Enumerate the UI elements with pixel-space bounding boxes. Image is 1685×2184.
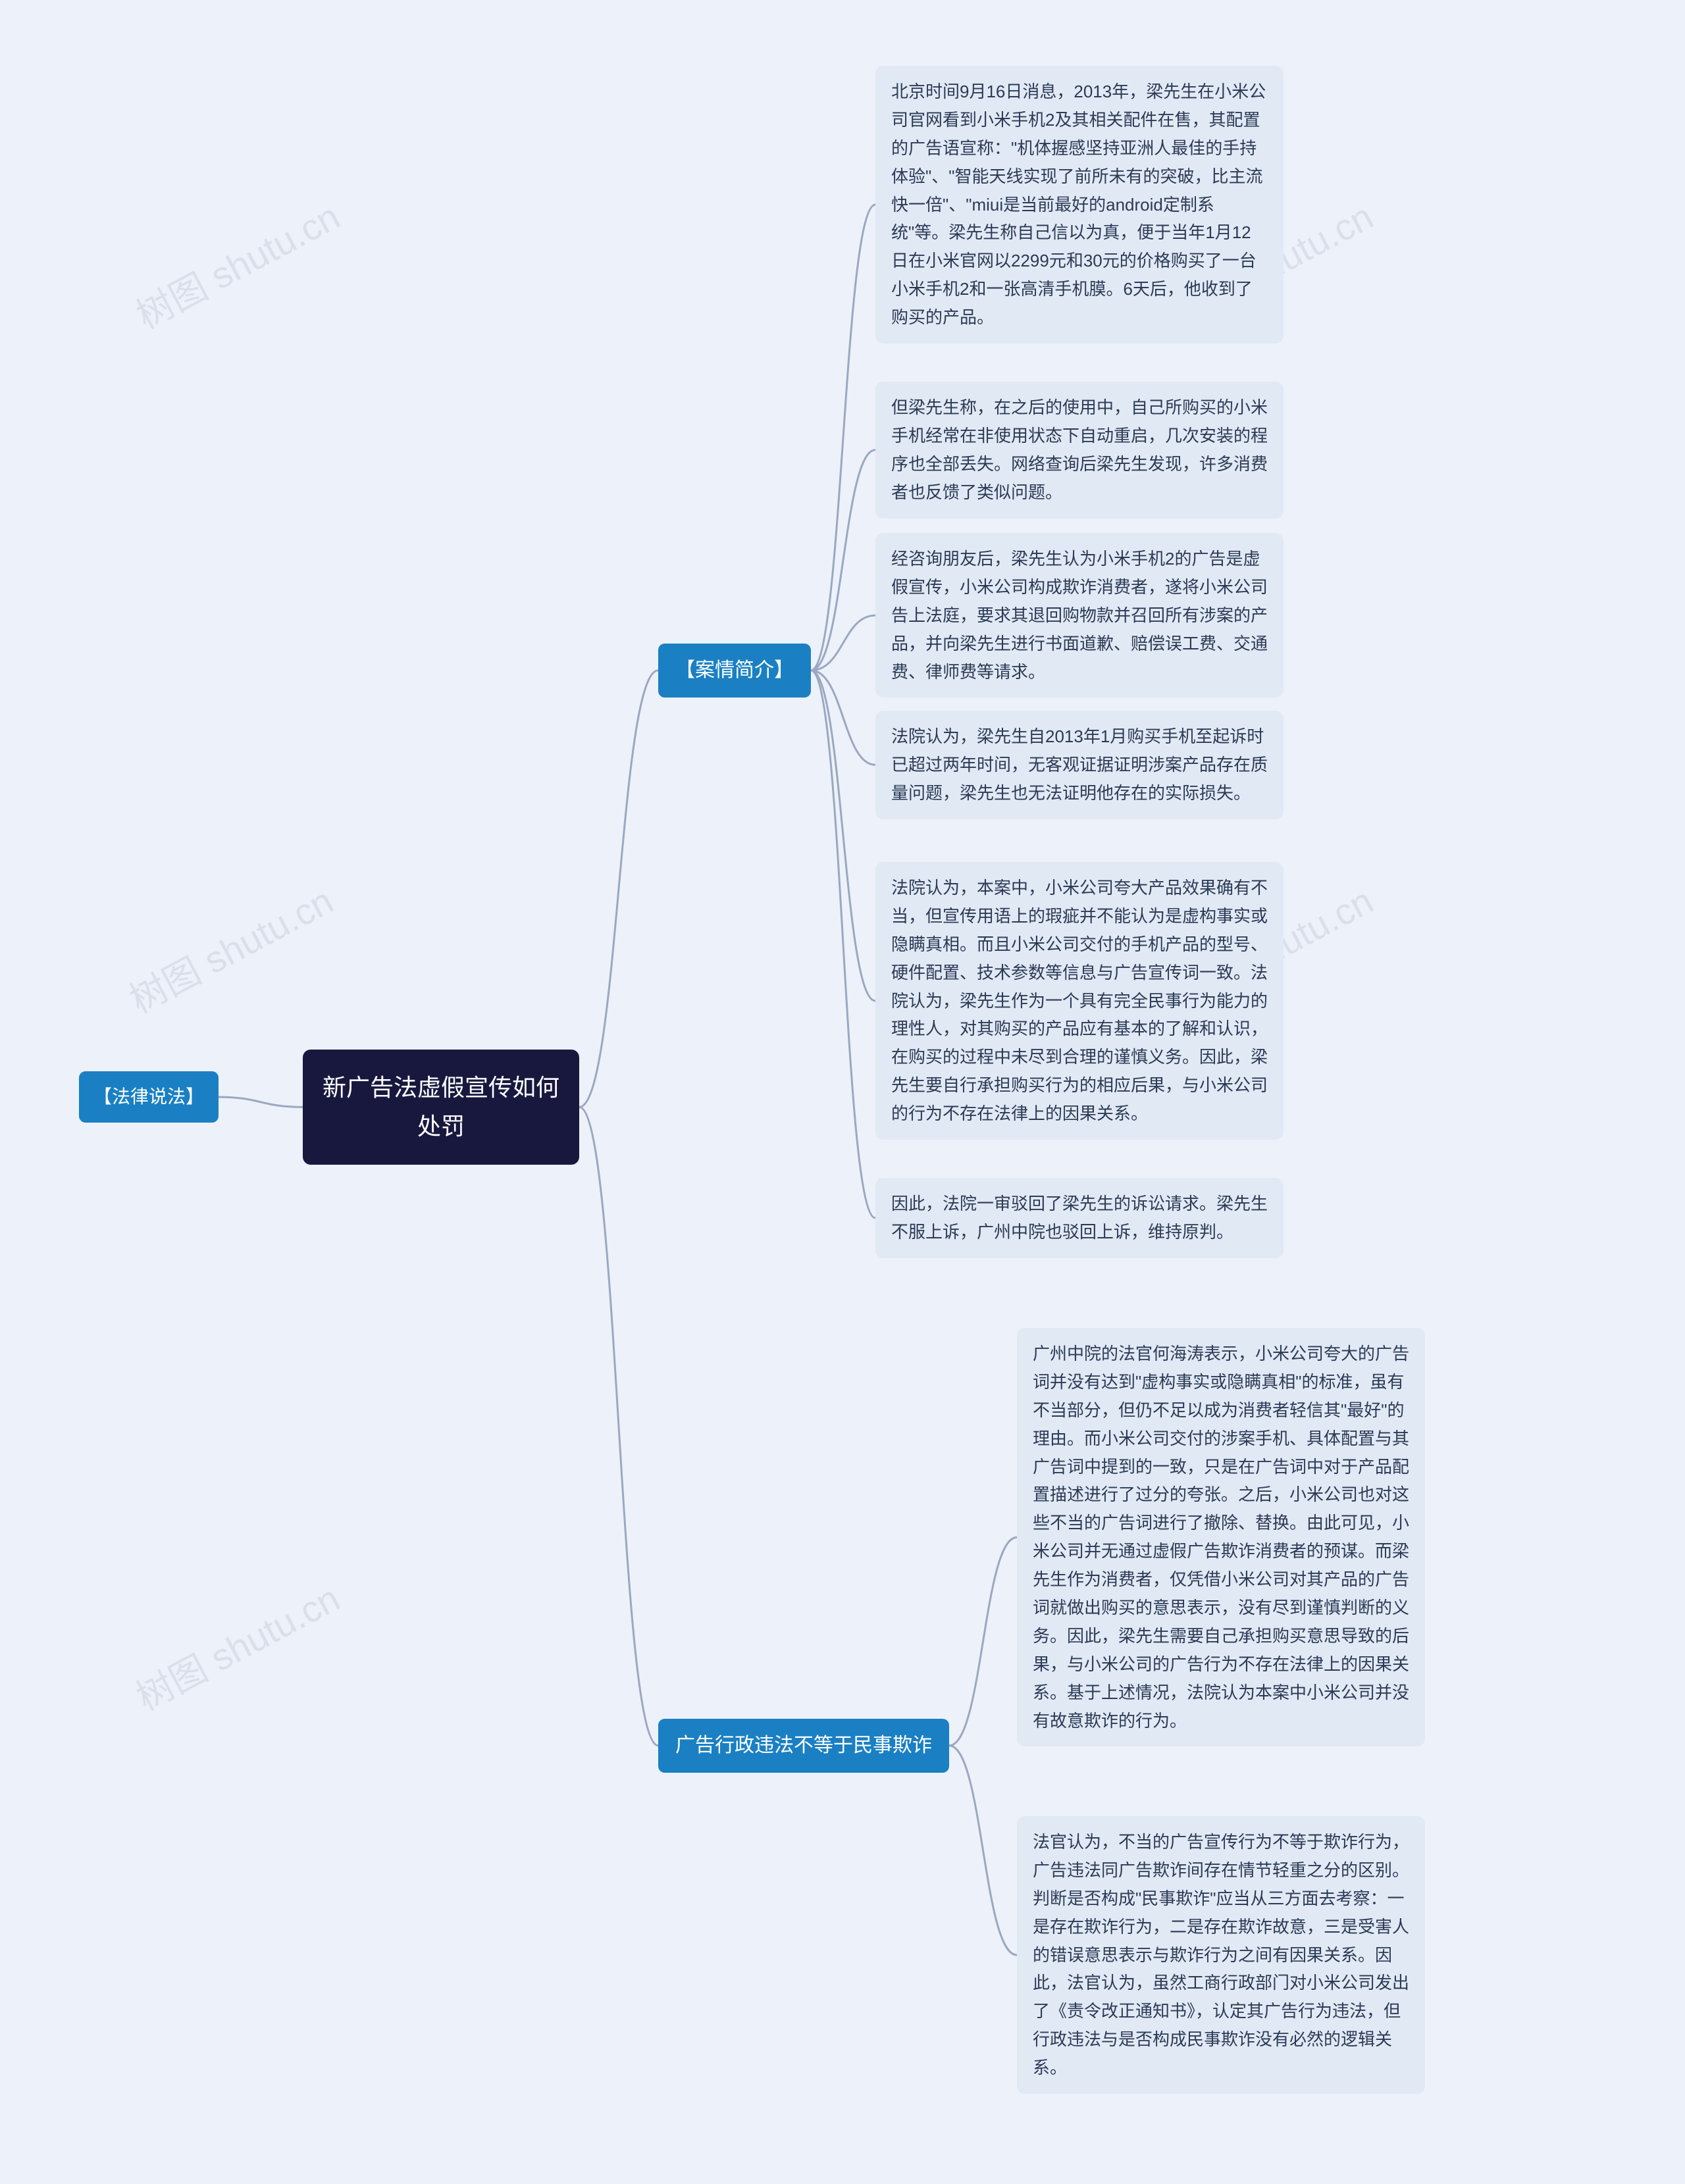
root-node: 新广告法虚假宣传如何处罚 [303, 1050, 579, 1165]
tag-legal: 【法律说法】 [79, 1071, 219, 1123]
branch-admin-vs-fraud: 广告行政违法不等于民事欺诈 [658, 1719, 949, 1773]
leaf-b1-2: 经咨询朋友后，梁先生认为小米手机2的广告是虚假宣传，小米公司构成欺诈消费者，遂将… [875, 533, 1283, 698]
leaf-b1-3: 法院认为，梁先生自2013年1月购买手机至起诉时已超过两年时间，无客观证据证明涉… [875, 711, 1283, 819]
leaf-b2-0: 广州中院的法官何海涛表示，小米公司夸大的广告词并没有达到"虚构事实或隐瞒真相"的… [1017, 1328, 1425, 1746]
watermark: 树图 shutu.cn [119, 872, 342, 1024]
branch-case-intro: 【案情简介】 [658, 644, 811, 698]
watermark: 树图 shutu.cn [126, 188, 348, 340]
leaf-b2-1: 法官认为，不当的广告宣传行为不等于欺诈行为，广告违法同广告欺诈间存在情节轻重之分… [1017, 1816, 1425, 2094]
leaf-b1-5: 因此，法院一审驳回了梁先生的诉讼请求。梁先生不服上诉，广州中院也驳回上诉，维持原… [875, 1178, 1283, 1258]
leaf-b1-4: 法院认为，本案中，小米公司夸大产品效果确有不当，但宣传用语上的瑕疵并不能认为是虚… [875, 862, 1283, 1140]
connector-layer [0, 0, 1685, 2184]
watermark: 树图 shutu.cn [126, 1569, 348, 1721]
leaf-b1-0: 北京时间9月16日消息，2013年，梁先生在小米公司官网看到小米手机2及其相关配… [875, 66, 1283, 343]
leaf-b1-1: 但梁先生称，在之后的使用中，自己所购买的小米手机经常在非使用状态下自动重启，几次… [875, 382, 1283, 519]
